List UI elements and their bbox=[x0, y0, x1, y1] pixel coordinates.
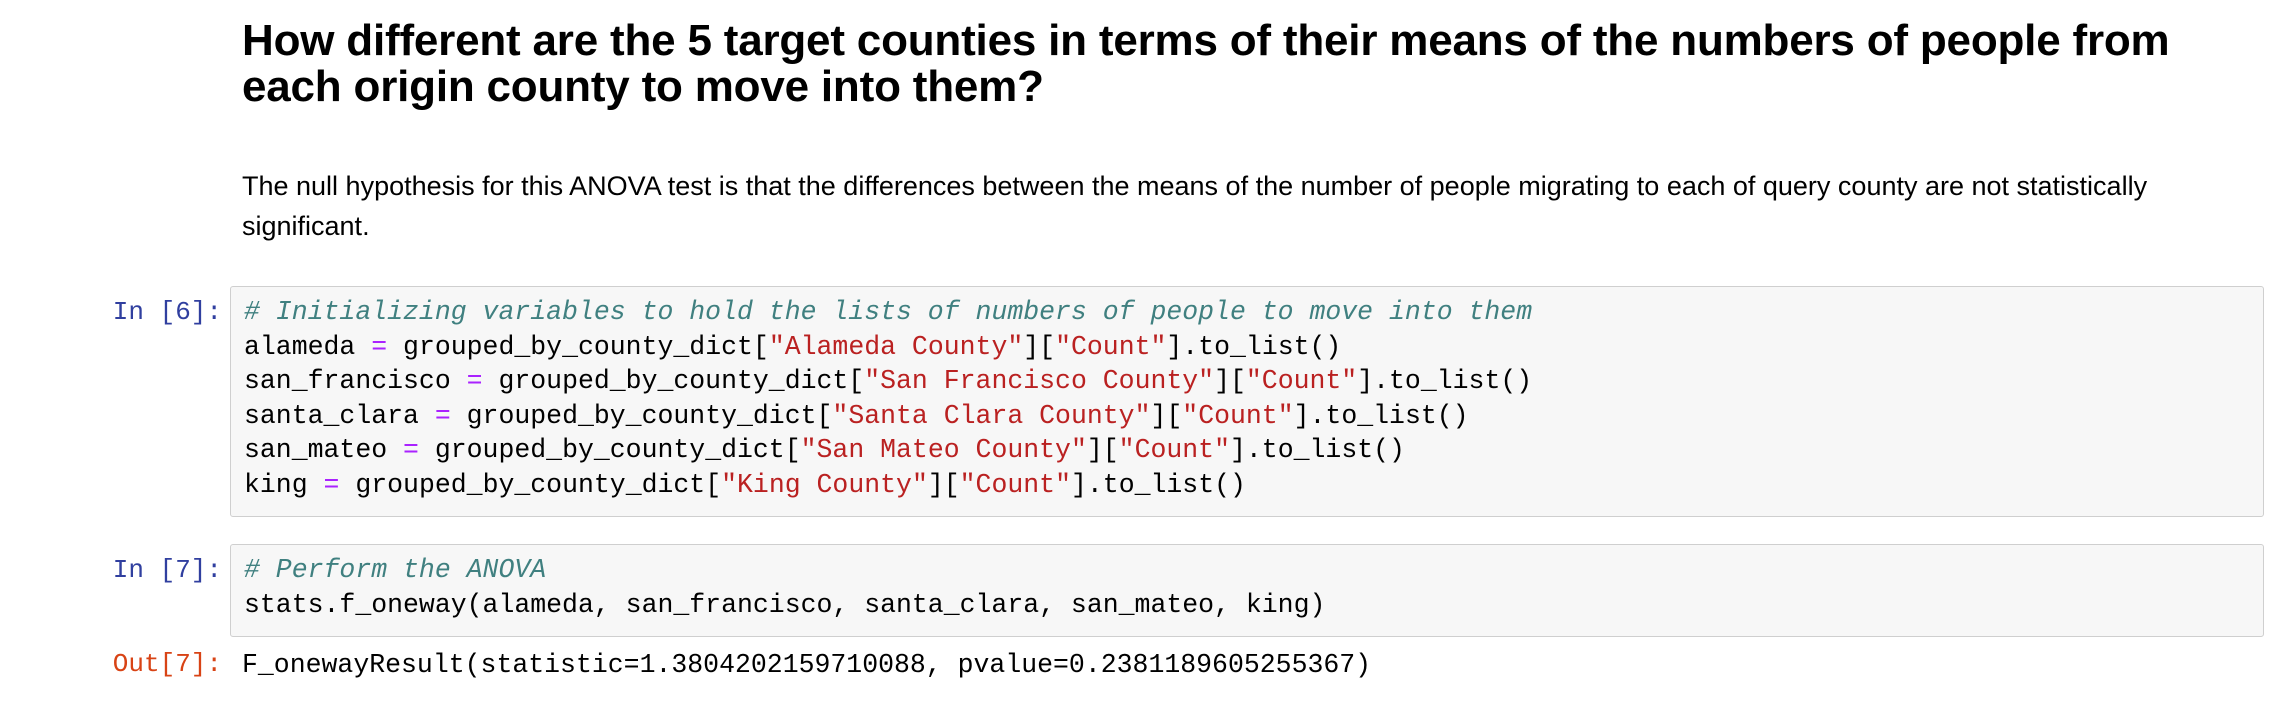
code-string: "Santa Clara County" bbox=[832, 400, 1151, 431]
code-text: grouped_by_county_dict[ bbox=[434, 435, 801, 465]
code-operator: = bbox=[403, 435, 419, 465]
code-line: king = grouped_by_county_dict["King Coun… bbox=[244, 468, 2250, 503]
code-string: "Count" bbox=[1182, 400, 1294, 431]
code-text: ].to_list() bbox=[1230, 435, 1405, 465]
code-text: grouped_by_county_dict[ bbox=[355, 469, 722, 500]
code-text: ][ bbox=[1150, 400, 1183, 431]
code-line: stats.f_oneway(alameda, san_francisco, s… bbox=[244, 589, 1326, 620]
output-prompt: Out[7]: bbox=[112, 649, 222, 679]
code-text: ].to_list() bbox=[1166, 331, 1342, 362]
code-text: grouped_by_county_dict[ bbox=[498, 366, 865, 396]
code-text: ].to_list() bbox=[1293, 400, 1469, 431]
code-variable: king bbox=[244, 469, 308, 500]
code-text: grouped_by_county_dict[ bbox=[466, 400, 833, 431]
code-variable: san_mateo bbox=[244, 435, 388, 465]
code-input-area[interactable]: # Perform the ANOVA stats.f_oneway(alame… bbox=[230, 544, 2264, 637]
code-variable: san_francisco bbox=[244, 366, 451, 396]
code-string: "Count" bbox=[1055, 331, 1167, 362]
section-heading: How different are the 5 target counties … bbox=[242, 16, 2170, 111]
input-prompt: In [6]: bbox=[112, 297, 222, 327]
code-string: "San Mateo County" bbox=[800, 435, 1087, 465]
markdown-cell[interactable]: How different are the 5 target counties … bbox=[242, 16, 2242, 242]
input-prompt: In [7]: bbox=[112, 555, 222, 585]
code-string: "Count" bbox=[1245, 366, 1358, 396]
code-comment: # Perform the ANOVA bbox=[244, 555, 547, 585]
code-line: san_mateo = grouped_by_county_dict["San … bbox=[244, 433, 2250, 468]
code-line: # Perform the ANOVA bbox=[244, 553, 2250, 588]
code-operator: = bbox=[371, 331, 388, 362]
code-comment: # Initializing variables to hold the lis… bbox=[244, 297, 1533, 327]
code-string: "Alameda County" bbox=[768, 331, 1024, 362]
hypothesis-paragraph: The null hypothesis for this ANOVA test … bbox=[242, 171, 2148, 241]
code-text: ][ bbox=[927, 469, 960, 500]
code-text: ].to_list() bbox=[1070, 469, 1246, 500]
cell-output: F_onewayResult(statistic=1.3804202159710… bbox=[242, 650, 1372, 680]
code-text: ][ bbox=[1023, 331, 1056, 362]
code-line: san_francisco = grouped_by_county_dict["… bbox=[244, 364, 2250, 399]
code-text: ].to_list() bbox=[1357, 366, 1533, 396]
code-text: ][ bbox=[1214, 366, 1246, 396]
code-string: "San Francisco County" bbox=[864, 366, 1215, 396]
code-line: santa_clara = grouped_by_county_dict["Sa… bbox=[244, 399, 2250, 434]
code-variable: santa_clara bbox=[244, 400, 419, 431]
code-string: "Count" bbox=[1118, 435, 1230, 465]
code-variable: alameda bbox=[244, 331, 356, 362]
code-line: alameda = grouped_by_county_dict["Alamed… bbox=[244, 330, 2250, 365]
code-operator: = bbox=[466, 366, 483, 396]
code-operator: = bbox=[434, 400, 451, 431]
code-text: ][ bbox=[1086, 435, 1119, 465]
code-input-area[interactable]: # Initializing variables to hold the lis… bbox=[230, 286, 2264, 517]
code-string: "King County" bbox=[721, 469, 928, 500]
code-text: grouped_by_county_dict[ bbox=[403, 331, 769, 362]
code-line: # Initializing variables to hold the lis… bbox=[244, 295, 2250, 330]
code-string: "Count" bbox=[959, 469, 1071, 500]
code-operator: = bbox=[323, 469, 340, 500]
